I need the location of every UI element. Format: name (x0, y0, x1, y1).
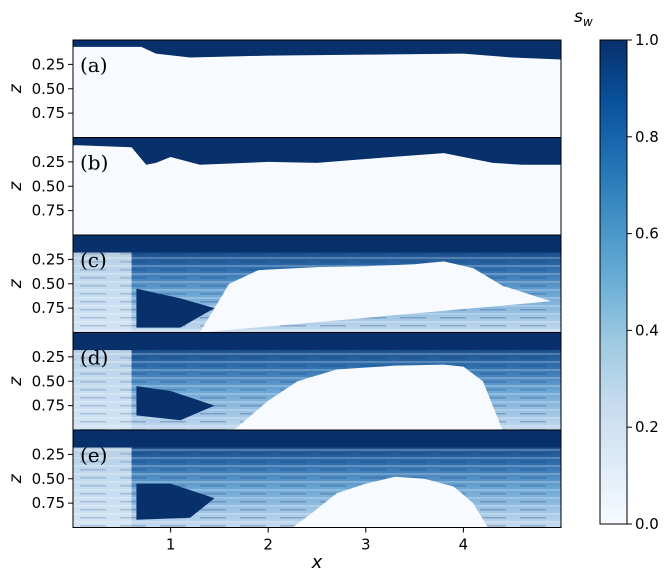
panel-label: (c) (80, 248, 107, 272)
x-axis: 1 2 3 4 (166, 527, 469, 554)
saturated-lens (136, 288, 215, 328)
colorbar-ticks: 0.0 0.2 0.4 0.6 0.8 1.0 (627, 31, 659, 533)
colorbar-label: sw (574, 7, 593, 29)
panel-label: (b) (80, 151, 108, 175)
panel-background (73, 40, 561, 138)
saturated-top-layer (73, 137, 561, 165)
x-tick-label: 1 (166, 536, 176, 554)
colorbar: 0.0 0.2 0.4 0.6 0.8 1.0 sw (574, 7, 659, 533)
panel-label: (e) (80, 443, 107, 467)
y-axis-label: z (6, 376, 26, 387)
dry-plume (234, 364, 503, 430)
saturated-lens (136, 386, 215, 421)
colorbar-gradient (599, 39, 628, 525)
y-tick-label: 0.75 (32, 202, 65, 220)
dry-plume (292, 476, 488, 528)
panel-5: 0.25 0.50 0.75 z (e) (6, 429, 562, 528)
y-tick-label: 0.25 (32, 250, 65, 268)
saturated-lens (136, 483, 215, 520)
panel-3: 0.25 0.50 0.75 z (c) (6, 234, 562, 333)
colorbar-label-main: s (574, 7, 583, 27)
panels-group: 0.25 0.50 0.75 z (a) 0.25 0.50 0.75 z (b) 0.25 0.50… (6, 39, 562, 528)
y-tick-label: 0.50 (32, 470, 65, 488)
y-tick-label: 0.50 (32, 80, 65, 98)
panel-1: 0.25 0.50 0.75 z (a) (6, 39, 562, 138)
colorbar-label-sub: w (583, 15, 593, 29)
colorbar-tick-label: 0.8 (635, 128, 659, 146)
colorbar-tick-label: 0.4 (635, 321, 659, 339)
panel-label: (a) (80, 53, 108, 77)
y-tick-label: 0.75 (32, 494, 65, 512)
panel-label: (d) (80, 346, 108, 370)
y-tick-label: 0.50 (32, 372, 65, 390)
y-tick-label: 0.75 (32, 104, 65, 122)
y-axis-label: z (6, 278, 26, 289)
x-tick-label: 3 (361, 536, 371, 554)
colorbar-tick-label: 0.2 (635, 418, 659, 436)
y-tick-label: 0.50 (32, 275, 65, 293)
top-saturated-band (73, 332, 561, 351)
colorbar-tick-label: 0.6 (635, 225, 659, 243)
x-tick-label: 4 (459, 536, 469, 554)
y-tick-label: 0.25 (32, 348, 65, 366)
y-axis-label: z (6, 83, 26, 94)
top-saturated-band (73, 430, 561, 448)
y-tick-label: 0.25 (32, 55, 65, 73)
saturated-top-layer (73, 40, 561, 60)
y-tick-label: 0.75 (32, 299, 65, 317)
colorbar-tick-label: 1.0 (635, 31, 659, 49)
y-tick-label: 0.25 (32, 445, 65, 463)
top-saturated-band (73, 235, 561, 253)
panel-2: 0.25 0.50 0.75 z (b) (6, 137, 562, 236)
colorbar-tick-label: 0.0 (635, 515, 659, 533)
y-axis-label: z (6, 473, 26, 484)
y-tick-label: 0.25 (32, 153, 65, 171)
y-axis-label: z (6, 181, 26, 192)
y-tick-label: 0.75 (32, 397, 65, 415)
y-tick-label: 0.50 (32, 177, 65, 195)
x-tick-label: 2 (263, 536, 273, 554)
panel-4: 0.25 0.50 0.75 z (d) (6, 332, 562, 431)
dry-plume (199, 261, 552, 333)
x-axis-label: x (311, 552, 323, 573)
